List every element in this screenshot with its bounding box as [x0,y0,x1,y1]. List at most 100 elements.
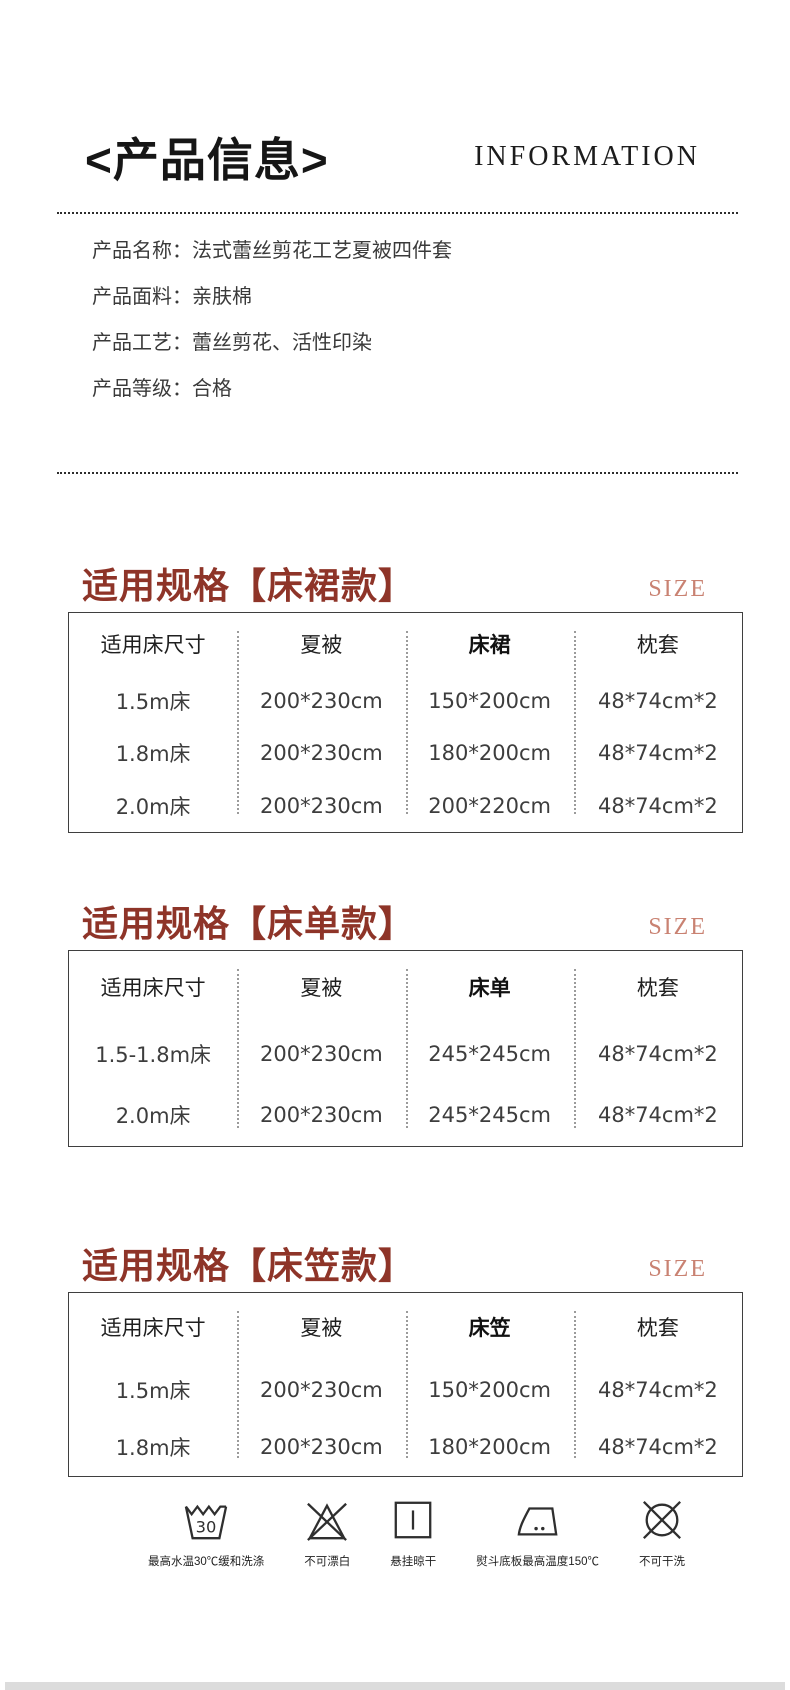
section-header: 适用规格【床笠款】 SIZE [68,1238,743,1284]
column-separator [573,1311,576,1458]
table-row: 1.8m床 200*230cm 180*200cm 48*74cm*2 [69,1418,742,1476]
section-bed-skirt: 适用规格【床裙款】 SIZE 适用床尺寸 夏被 床裙 枕套 1.5m床 200*230cm… [68,558,743,833]
size-table-fitted-sheet: 适用床尺寸 夏被 床笠 枕套 1.5m床 200*230cm 150*200cm 48*74c… [68,1292,743,1477]
table-row: 1.5-1.8m床 200*230cm 245*245cm 48*74cm*2 [69,1023,742,1084]
table-header-row: 适用床尺寸 夏被 床笠 枕套 [69,1293,742,1361]
table-row: 2.0m床 200*230cm 245*245cm 48*74cm*2 [69,1085,742,1146]
column-header: 床裙 [468,633,511,657]
column-header: 夏被 [300,632,343,657]
care-item-no-dry-clean: 不可干洗 [639,1498,685,1569]
column-header: 枕套 [636,1315,679,1340]
table-cell: 150*200cm [428,1377,551,1402]
iron-max-150-icon [517,1507,558,1536]
table-cell: 245*245cm [428,1103,551,1128]
product-name-row: 产品名称：法式蕾丝剪花工艺夏被四件套 [92,228,730,274]
product-fabric-row: 产品面料：亲肤棉 [92,274,730,320]
table-cell: 200*230cm [260,1042,383,1067]
column-separator [405,631,408,814]
table-cell: 2.0m床 [115,794,191,819]
size-label: SIZE [648,576,707,602]
page-title: <产品信息> [85,134,329,186]
table-cell: 200*230cm [260,689,383,714]
product-craft-label: 产品工艺： [92,332,192,354]
table-cell: 1.8m床 [115,1436,191,1461]
care-caption-no-dry-clean: 不可干洗 [638,1556,685,1568]
care-item-no-bleach: 不可漂白 [304,1498,350,1569]
table-cell: 200*230cm [260,793,383,818]
care-item-hang-dry: 悬挂晾干 [390,1498,436,1569]
product-name-label: 产品名称： [92,240,192,262]
column-header: 夏被 [300,1315,343,1340]
column-separator [237,969,240,1128]
table-cell: 1.5m床 [115,690,191,715]
hang-dry-icon [394,1501,432,1539]
care-instructions-row: 30 最高水温30℃缓和洗涤 不可漂白 悬挂晾干 熨斗底板最高温度150℃ [148,1498,685,1569]
section-header: 适用规格【床裙款】 SIZE [68,558,743,604]
column-header: 枕套 [636,976,679,1001]
care-item-wash: 30 最高水温30℃缓和洗涤 [148,1498,264,1569]
table-cell: 48*74cm*2 [597,1435,718,1460]
product-fabric-label: 产品面料： [92,286,192,308]
size-table-flat-sheet: 适用床尺寸 夏被 床单 枕套 1.5-1.8m床 200*230cm 245*245cm 48… [68,950,743,1147]
care-caption-iron: 熨斗底板最高温度150℃ [476,1556,599,1568]
column-header: 适用床尺寸 [100,976,206,1001]
product-grade-label: 产品等级： [92,378,192,400]
no-dry-clean-icon [642,1501,681,1539]
table-cell: 200*230cm [260,1435,383,1460]
care-caption-no-bleach: 不可漂白 [304,1556,351,1568]
column-header: 枕套 [636,632,679,657]
table-cell: 180*200cm [428,1435,551,1460]
column-separator [573,969,576,1128]
table-cell: 1.8m床 [115,742,191,767]
size-label: SIZE [648,1256,707,1282]
page-subtitle: INFORMATION [474,141,700,172]
section-flat-sheet: 适用规格【床单款】 SIZE 适用床尺寸 夏被 床单 枕套 1.5-1.8m床 200*2… [68,896,743,1147]
page-header: <产品信息> INFORMATION [85,118,700,196]
table-cell: 200*230cm [260,1377,383,1402]
table-header-row: 适用床尺寸 夏被 床单 枕套 [69,951,742,1023]
product-name-value: 法式蕾丝剪花工艺夏被四件套 [192,240,452,262]
divider-dotted-middle [57,472,738,474]
wash-30-icon: 30 [184,1504,228,1540]
table-cell: 200*230cm [260,1103,383,1128]
table-header-row: 适用床尺寸 夏被 床裙 枕套 [69,613,742,675]
care-item-iron: 熨斗底板最高温度150℃ [476,1498,599,1569]
table-cell: 48*74cm*2 [597,689,718,714]
table-cell: 48*74cm*2 [597,1377,718,1402]
size-label: SIZE [648,914,707,940]
column-separator [405,1311,408,1458]
column-header: 夏被 [300,976,343,1001]
table-cell: 1.5m床 [115,1378,191,1403]
table-cell: 200*230cm [260,741,383,766]
table-cell: 200*220cm [428,793,551,818]
table-cell: 48*74cm*2 [597,793,718,818]
table-cell: 150*200cm [428,689,551,714]
table-row: 2.0m床 200*230cm 200*220cm 48*74cm*2 [69,780,742,832]
product-grade-value: 合格 [192,378,232,400]
table-cell: 48*74cm*2 [597,1042,718,1067]
column-header: 床单 [468,977,511,1001]
section-fitted-sheet: 适用规格【床笠款】 SIZE 适用床尺寸 夏被 床笠 枕套 1.5m床 200*230cm… [68,1238,743,1477]
table-cell: 48*74cm*2 [597,741,718,766]
care-caption-wash: 最高水温30℃缓和洗涤 [148,1556,265,1568]
column-separator [405,969,408,1128]
section-title-flat-sheet: 适用规格【床单款】 [82,904,416,944]
table-cell: 1.5-1.8m床 [95,1043,212,1068]
size-table-bed-skirt: 适用床尺寸 夏被 床裙 枕套 1.5m床 200*230cm 150*200cm 48*74c… [68,612,743,833]
table-row: 1.8m床 200*230cm 180*200cm 48*74cm*2 [69,727,742,779]
product-grade-row: 产品等级：合格 [92,366,730,412]
section-title-bed-skirt: 适用规格【床裙款】 [82,566,416,606]
column-separator [237,1311,240,1458]
column-header: 适用床尺寸 [100,632,206,657]
table-row: 1.5m床 200*230cm 150*200cm 48*74cm*2 [69,1361,742,1419]
product-info-list: 产品名称：法式蕾丝剪花工艺夏被四件套 产品面料：亲肤棉 产品工艺：蕾丝剪花、活性… [92,228,730,412]
section-title-fitted-sheet: 适用规格【床笠款】 [82,1246,416,1286]
column-header: 适用床尺寸 [100,1315,206,1340]
column-separator [573,631,576,814]
svg-text:30: 30 [196,1517,217,1536]
care-caption-hang-dry: 悬挂晾干 [390,1556,437,1568]
product-craft-row: 产品工艺：蕾丝剪花、活性印染 [92,320,730,366]
table-cell: 2.0m床 [115,1104,191,1129]
table-cell: 48*74cm*2 [597,1103,718,1128]
column-header: 床笠 [468,1316,511,1340]
